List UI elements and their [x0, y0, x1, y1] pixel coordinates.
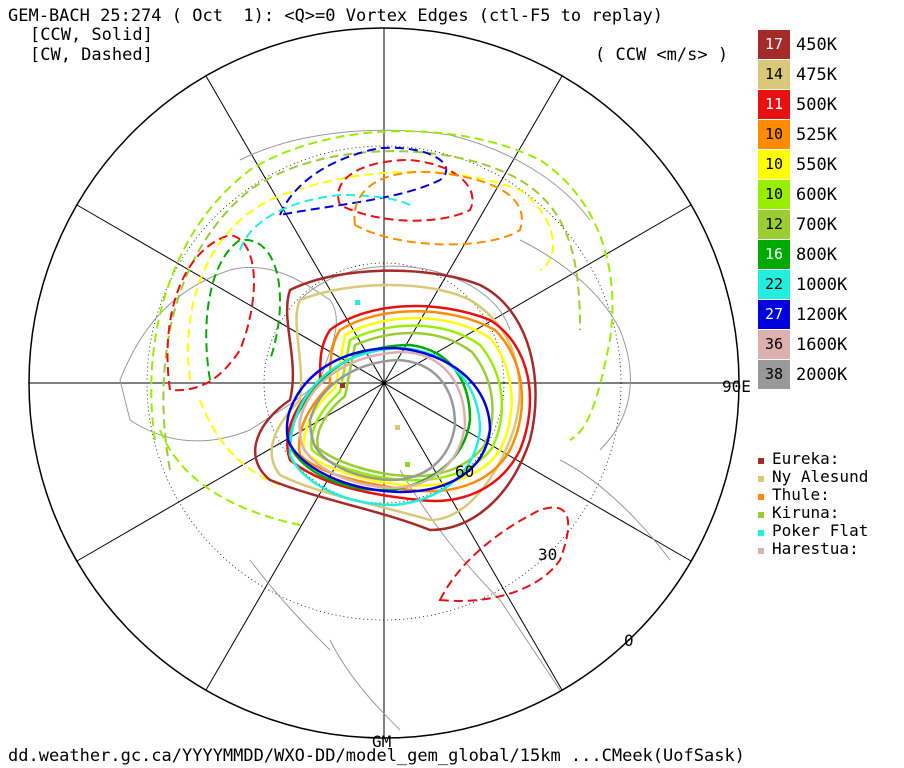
station-name: Ny Alesund	[772, 467, 869, 486]
label-90e: 90E	[722, 377, 751, 396]
legend-row: 14 475K	[758, 60, 898, 90]
legend-row: 10 600K	[758, 180, 898, 210]
legend-row: 36 1600K	[758, 330, 898, 360]
coastlines	[119, 129, 671, 731]
legend-swatch: 12	[758, 210, 790, 239]
station-name: Harestua:	[772, 539, 859, 558]
station-name: Thule:	[772, 485, 830, 504]
legend-swatch: 22	[758, 270, 790, 299]
legend-swatch: 14	[758, 60, 790, 89]
units-label: ( CCW <m/s> )	[595, 45, 729, 65]
legend-row: 22 1000K	[758, 270, 898, 300]
legend-swatch: 16	[758, 240, 790, 269]
label-lat-30: 30	[538, 545, 558, 564]
legend-level: 600K	[796, 185, 837, 205]
legend-swatch: 17	[758, 30, 790, 59]
source-footer: dd.weather.gc.ca/YYYYMMDD/WXO-DD/model_g…	[8, 746, 745, 766]
station-color-marker	[758, 530, 764, 536]
legend-row: 12 700K	[758, 210, 898, 240]
legend-row: 16 800K	[758, 240, 898, 270]
legend-level: 525K	[796, 125, 837, 145]
legend-swatch: 36	[758, 330, 790, 359]
legend-level: 500K	[796, 95, 837, 115]
legend-level: 550K	[796, 155, 837, 175]
legend-row: 27 1200K	[758, 300, 898, 330]
legend-swatch: 11	[758, 90, 790, 119]
label-lat-60: 60	[455, 462, 475, 481]
station-name: Poker Flat	[772, 521, 869, 540]
legend-level: 1000K	[796, 275, 848, 295]
label-gm: GM	[372, 732, 392, 751]
north-pole-dot	[382, 381, 386, 385]
legend-level: 800K	[796, 245, 837, 265]
legend-level: 700K	[796, 215, 837, 235]
legend-row: 11 500K	[758, 90, 898, 120]
legend-row: 10 550K	[758, 150, 898, 180]
station-color-marker	[758, 476, 764, 482]
legend-swatch: 27	[758, 300, 790, 329]
cw-note: [CW, Dashed]	[30, 45, 153, 65]
station-name: Eureka:	[772, 449, 840, 468]
legend-level: 2000K	[796, 365, 848, 385]
station-color-marker	[758, 494, 764, 500]
legend-level: 450K	[796, 35, 837, 55]
legend-swatch: 10	[758, 120, 790, 149]
legend-level: 1600K	[796, 335, 848, 355]
station-markers	[340, 300, 410, 467]
map-title: GEM-BACH 25:274 ( Oct 1): <Q>=0 Vortex E…	[8, 6, 664, 26]
legend-level: 475K	[796, 65, 837, 85]
station-color-marker	[758, 458, 764, 464]
station-color-marker	[758, 548, 764, 554]
legend-row: 17 450K	[758, 30, 898, 60]
ccw-note: [CCW, Solid]	[30, 25, 153, 45]
legend-row: 38 2000K	[758, 360, 898, 390]
legend-level: 1200K	[796, 305, 848, 325]
legend-swatch: 10	[758, 180, 790, 209]
cw-dashed-contours	[150, 130, 614, 602]
ccw-solid-contours	[253, 269, 537, 532]
legend-swatch: 10	[758, 150, 790, 179]
station-color-marker	[758, 512, 764, 518]
station-name: Kiruna:	[772, 503, 840, 522]
legend-row: 10 525K	[758, 120, 898, 150]
label-lat-0: 0	[624, 631, 634, 650]
legend-swatch: 38	[758, 360, 790, 389]
